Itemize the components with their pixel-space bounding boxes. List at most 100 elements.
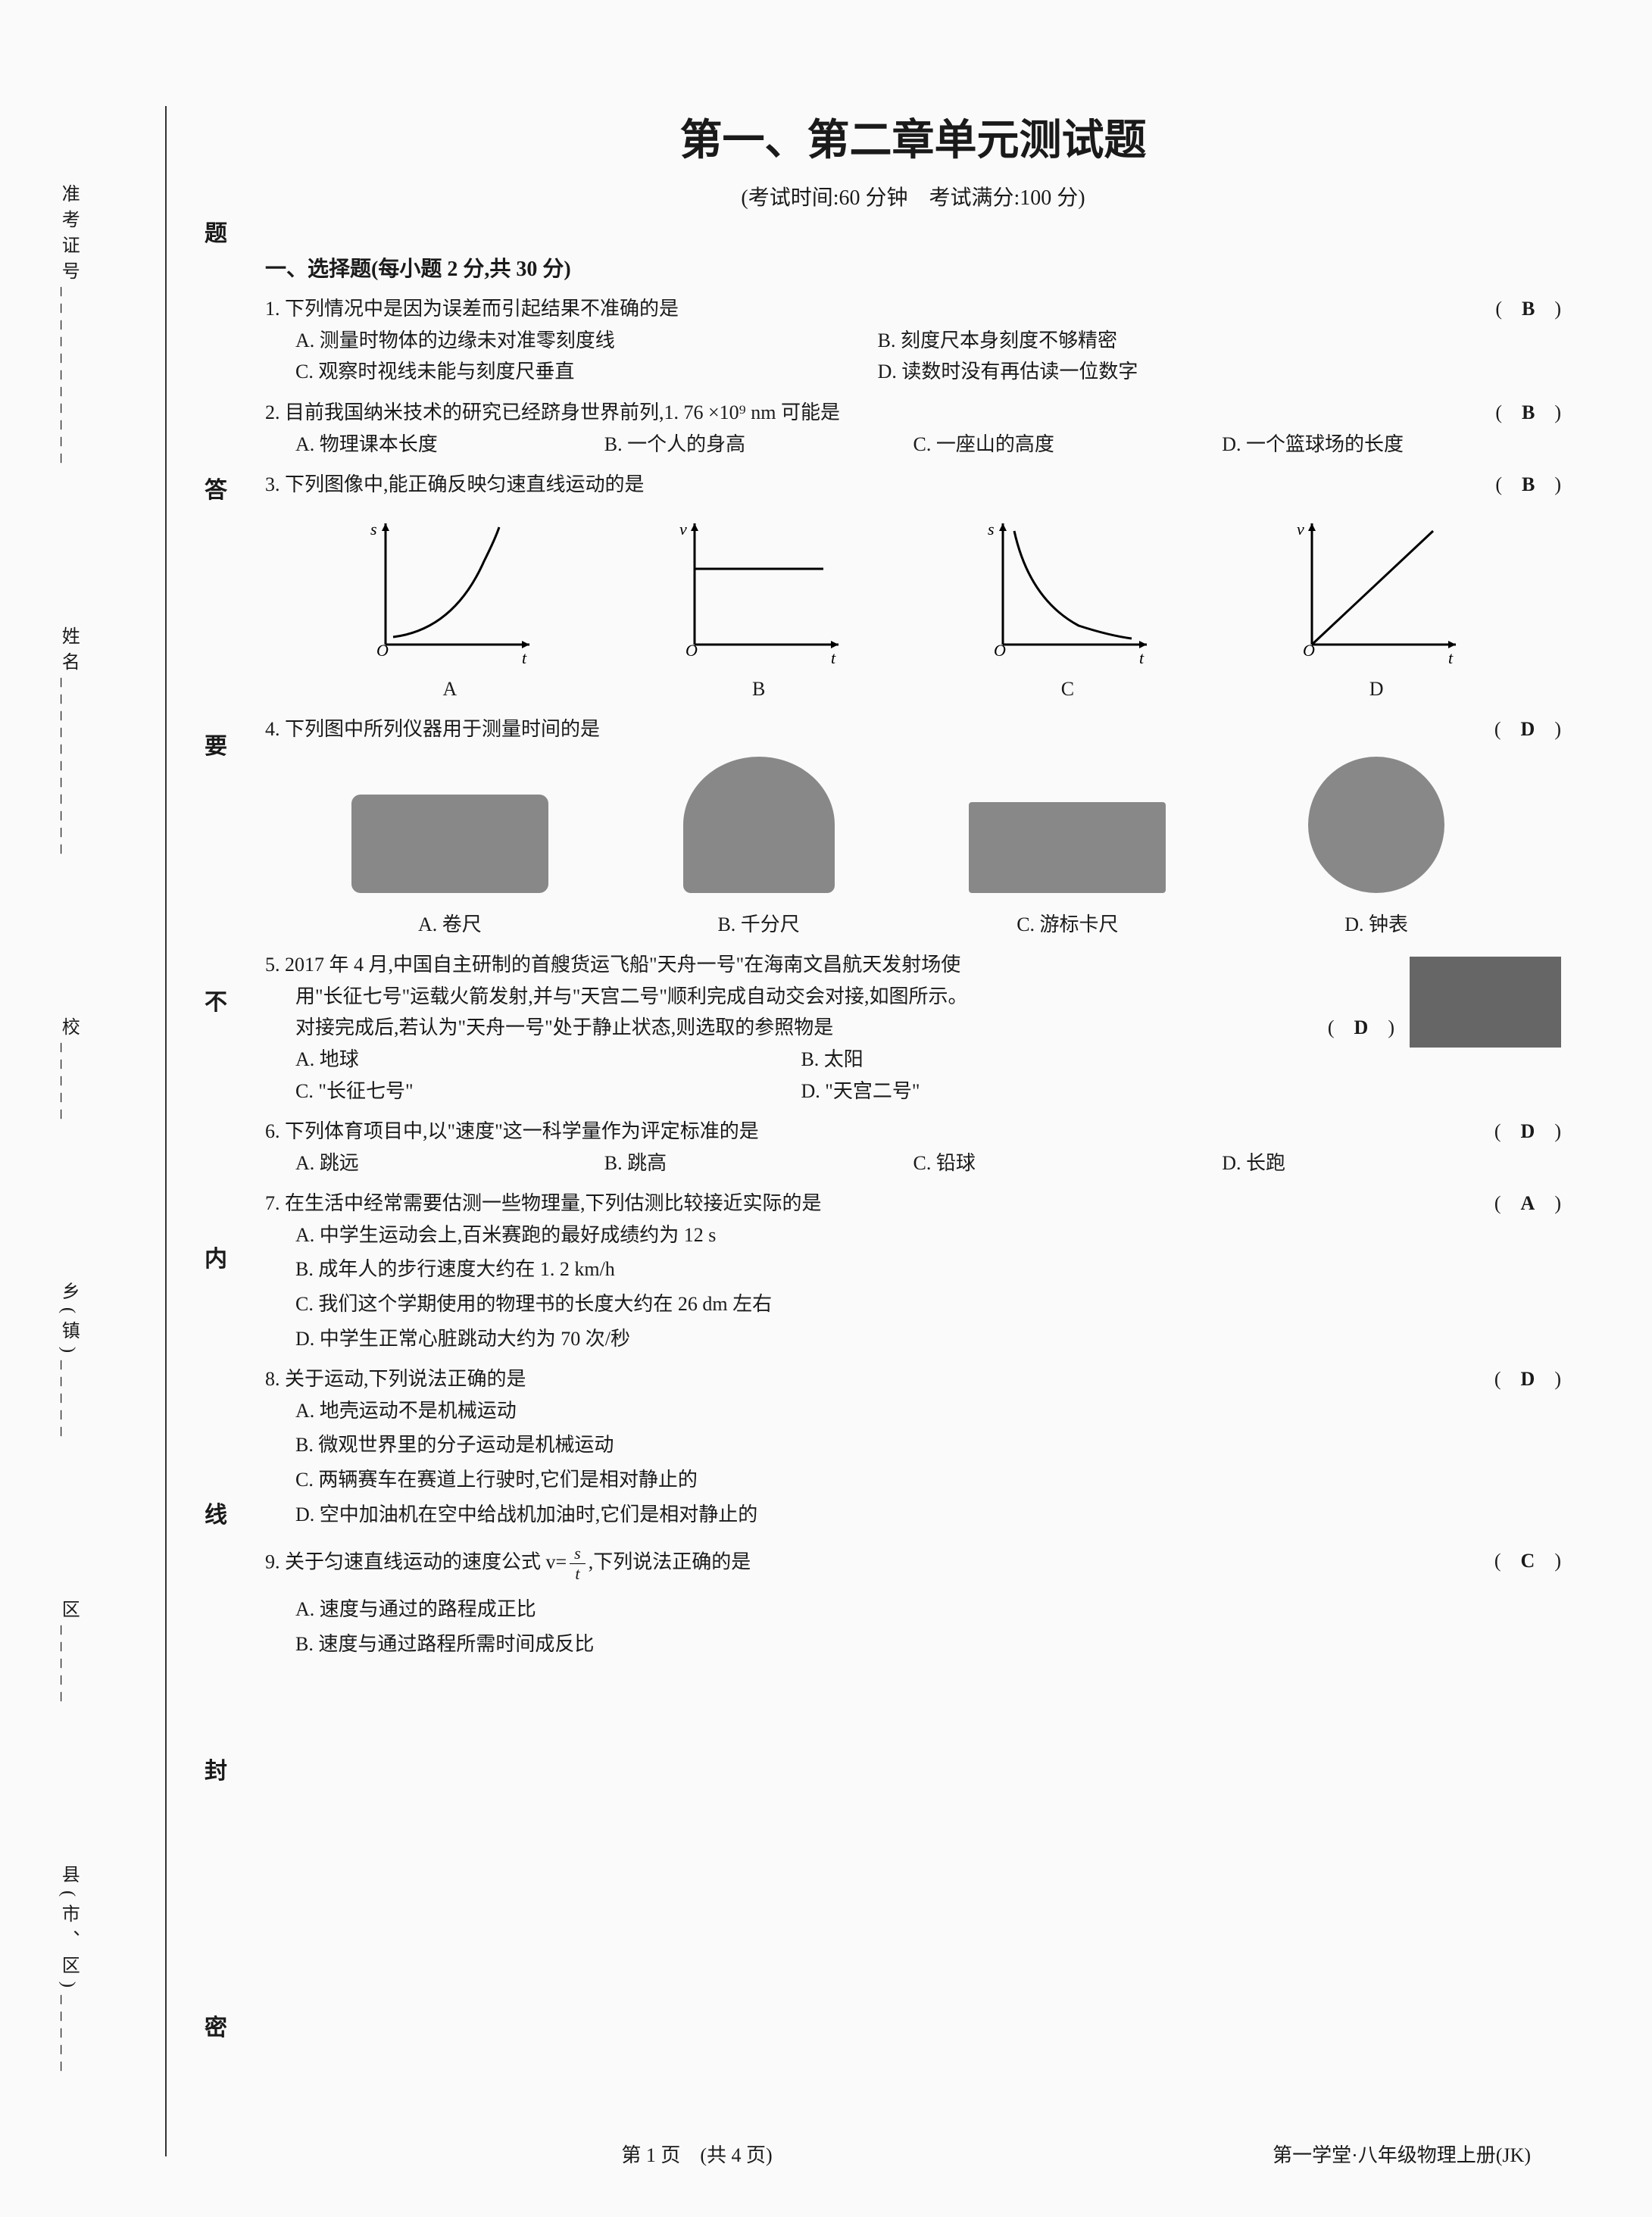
q9-stem-post: ,下列说法正确的是 <box>589 1551 751 1573</box>
svg-text:s: s <box>988 520 995 539</box>
q9-stem-pre: 9. 关于匀速直线运动的速度公式 v= <box>265 1551 567 1573</box>
q9-options: A. 速度与通过的路程成正比 B. 速度与通过路程所需时间成反比 <box>295 1594 1561 1660</box>
seal-char: 密 <box>205 2010 227 2047</box>
q9-opt-b: B. 速度与通过路程所需时间成反比 <box>295 1628 1561 1660</box>
q6-opt-d: D. 长跑 <box>1222 1148 1485 1179</box>
exam-page: 准考证号___________ 姓名___________ 校_____ 乡(镇… <box>0 0 1652 2217</box>
seal-char: 内 <box>205 1241 227 1278</box>
q5-opt-a: A. 地球 <box>295 1044 801 1076</box>
q7-answer: A <box>1494 1188 1561 1219</box>
q2-opt-b: B. 一个人的身高 <box>604 429 868 461</box>
q4-stem: 4. 下列图中所列仪器用于测量时间的是 <box>265 713 1561 745</box>
q1-options: A. 测量时物体的边缘未对准零刻度线 B. 刻度尺本身刻度不够精密 C. 观察时… <box>295 325 1561 388</box>
footer-book-info: 第一学堂·八年级物理上册(JK) <box>1273 2140 1531 2172</box>
svg-text:t: t <box>1139 648 1145 667</box>
question-9: 9. 关于匀速直线运动的速度公式 v=st,下列说法正确的是 C A. 速度与通… <box>265 1545 1561 1660</box>
q2-opt-a: A. 物理课本长度 <box>295 429 559 461</box>
fraction-s-over-t: st <box>570 1545 586 1582</box>
page-footer: 第 1 页 (共 4 页) 第一学堂·八年级物理上册(JK) <box>0 2140 1652 2172</box>
q1-opt-d: D. 读数时没有再估读一位数字 <box>878 356 1460 388</box>
q5-stem-line2: 用"长征七号"运载火箭发射,并与"天宫二号"顺利完成自动交会对接,如图所示。 <box>295 981 1561 1013</box>
q8-opt-d: D. 空中加油机在空中给战机加油时,它们是相对静止的 <box>295 1499 1561 1531</box>
binding-margin: 准考证号___________ 姓名___________ 校_____ 乡(镇… <box>76 106 167 2156</box>
question-3: 3. 下列图像中,能正确反映匀速直线运动的是 B O t s A <box>265 469 1561 704</box>
binding-labels: 准考证号___________ 姓名___________ 校_____ 乡(镇… <box>45 106 91 2156</box>
q7-opt-b: B. 成年人的步行速度大约在 1. 2 km/h <box>295 1254 1561 1285</box>
vlabel-county: 县(市、区)_____ <box>54 1865 83 2078</box>
vlabel-town: 乡(镇)_____ <box>54 1282 83 1444</box>
graph-d-svg: O t v <box>1289 516 1463 667</box>
q1-answer: B <box>1495 293 1561 325</box>
q7-opt-a: A. 中学生运动会上,百米赛跑的最好成绩约为 12 s <box>295 1219 1561 1251</box>
q7-stem: 7. 在生活中经常需要估测一些物理量,下列估测比较接近实际的是 <box>265 1188 1561 1219</box>
q5-opt-b: B. 太阳 <box>801 1044 1306 1076</box>
graph-c-svg: O t s <box>980 516 1154 667</box>
graph-a: O t s A <box>363 516 537 705</box>
graph-a-svg: O t s <box>363 516 537 667</box>
seal-char: 答 <box>205 473 227 509</box>
q4-opt-a: A. 卷尺 <box>295 909 604 941</box>
question-5: 5. 2017 年 4 月,中国自主研制的首艘货运飞船"天舟一号"在海南文昌航天… <box>265 949 1561 1107</box>
q8-stem: 8. 关于运动,下列说法正确的是 <box>265 1363 1561 1395</box>
q5-stem-line3: 对接完成后,若认为"天舟一号"处于静止状态,则选取的参照物是 <box>295 1016 833 1038</box>
q7-opt-c: C. 我们这个学期使用的物理书的长度大约在 26 dm 左右 <box>295 1288 1561 1320</box>
vlabel-district: 区_____ <box>54 1600 83 1709</box>
q6-opt-c: C. 铅球 <box>913 1148 1177 1179</box>
question-4: 4. 下列图中所列仪器用于测量时间的是 D A. 卷尺 B. 千分尺 C. 游标… <box>265 713 1561 940</box>
graph-a-label: A <box>363 673 537 705</box>
q2-opt-c: C. 一座山的高度 <box>913 429 1177 461</box>
svg-text:O: O <box>994 641 1006 660</box>
q6-answer: D <box>1494 1116 1561 1148</box>
q4-answer: D <box>1494 713 1561 745</box>
seal-char: 题 <box>205 216 227 252</box>
q1-opt-b: B. 刻度尺本身刻度不够精密 <box>878 325 1460 357</box>
vernier-caliper-icon <box>969 802 1166 893</box>
q6-stem: 6. 下列体育项目中,以"速度"这一科学量作为评定标准的是 <box>265 1116 1561 1148</box>
q6-opt-a: A. 跳远 <box>295 1148 559 1179</box>
q4-opt-d: D. 钟表 <box>1222 909 1531 941</box>
q4-opt-c: C. 游标卡尺 <box>913 909 1223 941</box>
graph-c: O t s C <box>980 516 1154 705</box>
q2-stem: 2. 目前我国纳米技术的研究已经跻身世界前列,1. 76 ×10⁹ nm 可能是 <box>265 397 1561 429</box>
q8-answer: D <box>1494 1363 1561 1395</box>
svg-text:t: t <box>831 648 836 667</box>
q6-options: A. 跳远 B. 跳高 C. 铅球 D. 长跑 <box>295 1148 1561 1179</box>
q1-opt-a: A. 测量时物体的边缘未对准零刻度线 <box>295 325 878 357</box>
svg-text:v: v <box>679 520 687 539</box>
question-8: 8. 关于运动,下列说法正确的是 D A. 地壳运动不是机械运动 B. 微观世界… <box>265 1363 1561 1530</box>
seal-char: 不 <box>205 985 227 1021</box>
clock-icon <box>1308 757 1444 893</box>
svg-text:s: s <box>370 520 377 539</box>
q9-answer: C <box>1494 1545 1561 1577</box>
q7-options: A. 中学生运动会上,百米赛跑的最好成绩约为 12 s B. 成年人的步行速度大… <box>295 1219 1561 1354</box>
q5-opt-d: D. "天宫二号" <box>801 1076 1306 1107</box>
vlabel-name: 姓名___________ <box>54 626 83 861</box>
svg-text:t: t <box>522 648 527 667</box>
q2-answer: B <box>1495 397 1561 429</box>
footer-page-number: 第 1 页 (共 4 页) <box>621 2140 772 2172</box>
graph-b-svg: O t v <box>672 516 846 667</box>
seal-char: 线 <box>205 1497 227 1534</box>
question-1: 1. 下列情况中是因为误差而引起结果不准确的是 B A. 测量时物体的边缘未对准… <box>265 293 1561 388</box>
q7-opt-d: D. 中学生正常心脏跳动大约为 70 次/秒 <box>295 1323 1561 1355</box>
q8-opt-a: A. 地壳运动不是机械运动 <box>295 1395 1561 1427</box>
svg-text:v: v <box>1297 520 1304 539</box>
q9-opt-a: A. 速度与通过的路程成正比 <box>295 1594 1561 1625</box>
graph-d: O t v D <box>1289 516 1463 705</box>
vlabel-examid: 准考证号___________ <box>54 184 83 470</box>
seal-line-column: 题 答 要 不 内 线 封 密 <box>189 106 242 2156</box>
tape-measure-icon <box>351 795 548 893</box>
question-6: 6. 下列体育项目中,以"速度"这一科学量作为评定标准的是 D A. 跳远 B.… <box>265 1116 1561 1179</box>
q5-answer: D <box>1328 1012 1394 1044</box>
q5-stem-line1: 5. 2017 年 4 月,中国自主研制的首艘货运飞船"天舟一号"在海南文昌航天… <box>265 949 1561 981</box>
q6-opt-b: B. 跳高 <box>604 1148 868 1179</box>
q5-opt-c: C. "长征七号" <box>295 1076 801 1107</box>
q1-stem: 1. 下列情况中是因为误差而引起结果不准确的是 <box>265 293 1561 325</box>
exam-subtitle: (考试时间:60 分钟 考试满分:100 分) <box>265 182 1561 216</box>
q8-opt-c: C. 两辆赛车在赛道上行驶时,它们是相对静止的 <box>295 1464 1561 1496</box>
q3-answer: B <box>1495 469 1561 501</box>
q1-opt-c: C. 观察时视线未能与刻度尺垂直 <box>295 356 878 388</box>
exam-title: 第一、第二章单元测试题 <box>265 106 1561 174</box>
q8-options: A. 地壳运动不是机械运动 B. 微观世界里的分子运动是机械运动 C. 两辆赛车… <box>295 1395 1561 1530</box>
micrometer-icon <box>683 757 835 893</box>
